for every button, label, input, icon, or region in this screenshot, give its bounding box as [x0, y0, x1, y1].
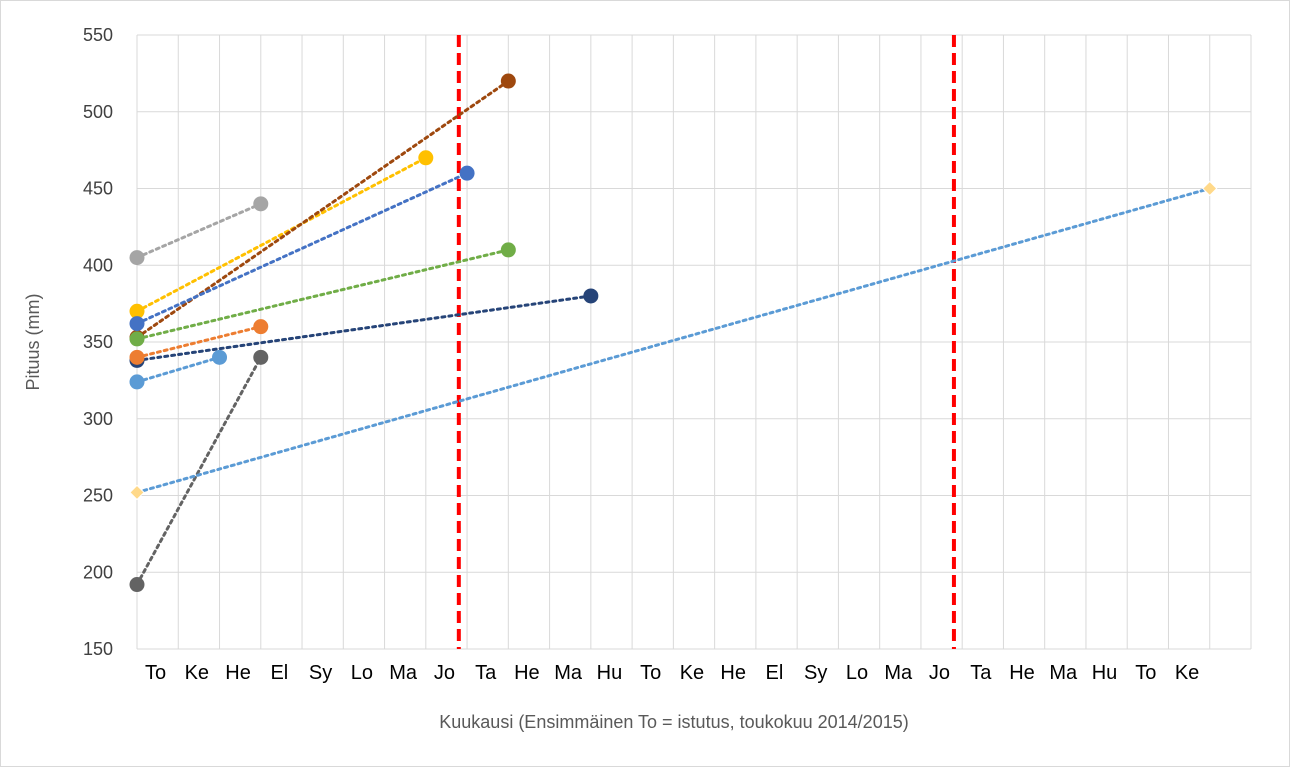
- series-trend-line: [135, 171, 469, 326]
- series-2: [129, 150, 434, 319]
- x-tick-label: Hu: [597, 662, 623, 684]
- data-point: [129, 374, 145, 390]
- series-trend-line: [135, 156, 428, 313]
- data-point: [418, 150, 434, 166]
- x-tick-label: To: [145, 662, 166, 684]
- x-tick-label: Sy: [309, 662, 332, 684]
- vertical-markers: [456, 35, 956, 649]
- x-tick-label: Lo: [846, 662, 868, 684]
- x-tick-label: Ta: [970, 662, 992, 684]
- series-5: [129, 242, 516, 347]
- series-trend-line: [135, 355, 263, 587]
- x-tick-label: Hu: [1092, 662, 1118, 684]
- x-axis-title: Kuukausi (Ensimmäinen To = istutus, touk…: [439, 712, 908, 732]
- data-point: [500, 242, 516, 258]
- series-trend-line: [135, 355, 222, 384]
- data-point: [212, 349, 228, 365]
- y-tick-label: 350: [83, 332, 113, 352]
- series-trend-line: [135, 187, 1212, 494]
- y-tick-label: 500: [83, 102, 113, 122]
- x-tick-label: El: [766, 662, 784, 684]
- x-tick-label: He: [720, 662, 746, 684]
- y-axis-title: Pituus (mm): [23, 293, 43, 390]
- x-tick-label: He: [225, 662, 251, 684]
- x-tick-label: Ma: [884, 662, 913, 684]
- grid-layer: [136, 34, 1252, 650]
- y-tick-labels: 150 200 250 300 350 400 450 500 550: [83, 25, 113, 659]
- data-point: [253, 319, 269, 335]
- series-8: [129, 349, 228, 390]
- x-tick-label: Ma: [554, 662, 583, 684]
- series-4: [129, 165, 475, 332]
- data-point: [459, 165, 475, 181]
- y-tick-label: 150: [83, 639, 113, 659]
- series-10: [129, 180, 1218, 501]
- x-tick-label: Ta: [475, 662, 497, 684]
- series-7: [129, 319, 269, 365]
- y-tick-label: 550: [83, 25, 113, 45]
- data-point: [253, 349, 269, 365]
- x-tick-label: He: [1009, 662, 1035, 684]
- data-point: [1202, 180, 1218, 197]
- y-tick-label: 400: [83, 255, 113, 275]
- data-point: [129, 316, 145, 332]
- x-tick-label: El: [270, 662, 288, 684]
- series-6: [129, 288, 599, 368]
- x-tick-label: Sy: [804, 662, 827, 684]
- y-tick-label: 300: [83, 409, 113, 429]
- x-tick-label: Ke: [185, 662, 209, 684]
- series-1: [129, 196, 269, 266]
- x-tick-label: Ma: [389, 662, 418, 684]
- data-point: [253, 196, 269, 212]
- series-trend-line: [135, 202, 263, 260]
- x-tick-label: Jo: [929, 662, 950, 684]
- x-tick-labels: To Ke He El Sy Lo Ma Jo Ta He Ma Hu To Ke He El Sy Lo Ma Jo…: [145, 662, 1199, 684]
- data-point: [129, 577, 145, 593]
- series-9: [129, 349, 269, 593]
- y-tick-label: 200: [83, 562, 113, 582]
- x-tick-label: Jo: [434, 662, 455, 684]
- data-point: [583, 288, 599, 304]
- series-layer: [129, 73, 1218, 593]
- y-tick-label: 250: [83, 486, 113, 506]
- data-point: [129, 349, 145, 365]
- y-tick-label: 450: [83, 179, 113, 199]
- series-trend-line: [135, 248, 510, 341]
- series-trend-line: [135, 325, 263, 359]
- data-point: [129, 484, 145, 501]
- x-tick-label: Ma: [1049, 662, 1078, 684]
- data-point: [500, 73, 516, 89]
- data-point: [129, 331, 145, 347]
- series-trend-line: [135, 294, 593, 362]
- x-tick-label: To: [1135, 662, 1156, 684]
- series-trend-line: [135, 79, 510, 339]
- data-point: [129, 303, 145, 319]
- data-point: [129, 250, 145, 266]
- x-tick-label: He: [514, 662, 540, 684]
- x-tick-label: To: [640, 662, 661, 684]
- x-tick-label: Ke: [1175, 662, 1199, 684]
- x-tick-label: Ke: [680, 662, 704, 684]
- x-tick-label: Lo: [351, 662, 373, 684]
